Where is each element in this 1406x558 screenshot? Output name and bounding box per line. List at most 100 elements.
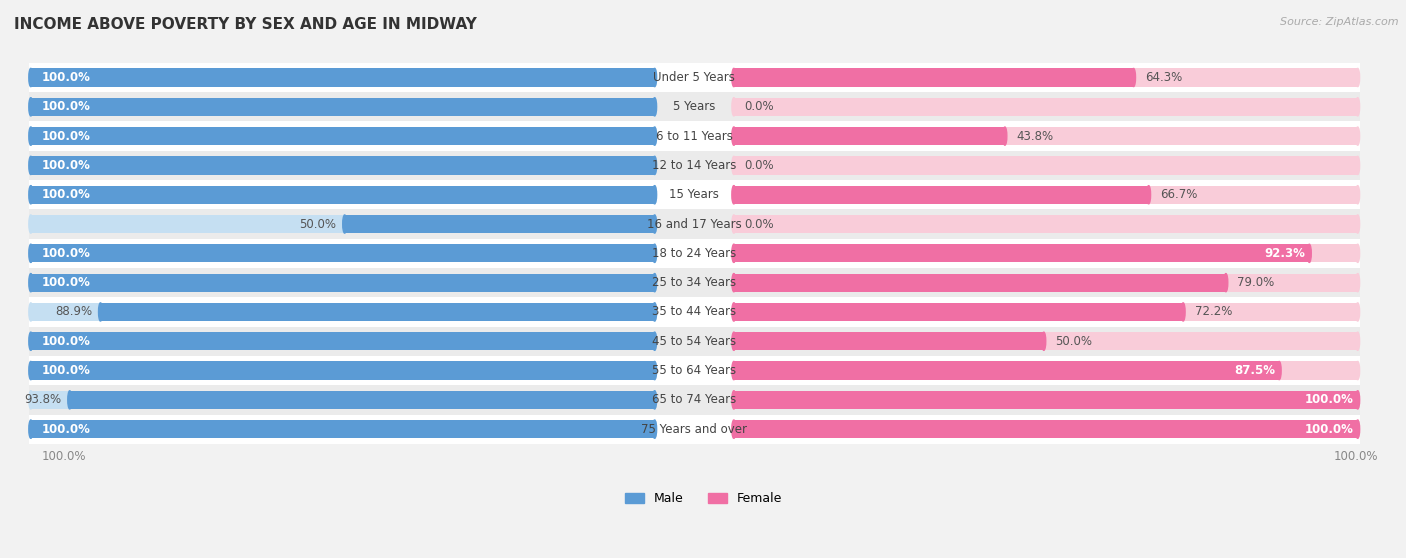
- Bar: [30, 268, 1360, 297]
- Text: 79.0%: 79.0%: [1237, 276, 1274, 289]
- Circle shape: [733, 273, 735, 292]
- Text: 87.5%: 87.5%: [1234, 364, 1275, 377]
- Bar: [30, 326, 1360, 356]
- Bar: [734, 156, 1358, 175]
- Text: 100.0%: 100.0%: [41, 335, 90, 348]
- Circle shape: [30, 303, 32, 321]
- Bar: [734, 273, 1358, 292]
- Bar: [31, 391, 655, 409]
- Circle shape: [652, 391, 657, 409]
- Circle shape: [98, 303, 103, 321]
- Circle shape: [652, 244, 657, 262]
- Bar: [734, 186, 1358, 204]
- Circle shape: [30, 98, 32, 116]
- Bar: [734, 127, 1005, 145]
- Circle shape: [1181, 303, 1185, 321]
- Circle shape: [1355, 273, 1360, 292]
- Text: 6 to 11 Years: 6 to 11 Years: [655, 129, 733, 143]
- Circle shape: [652, 303, 657, 321]
- Circle shape: [30, 127, 32, 145]
- Text: Under 5 Years: Under 5 Years: [654, 71, 735, 84]
- Circle shape: [1223, 273, 1227, 292]
- Bar: [734, 303, 1358, 321]
- Text: 72.2%: 72.2%: [1195, 305, 1232, 319]
- Bar: [100, 303, 655, 321]
- Bar: [31, 303, 655, 321]
- Circle shape: [733, 186, 735, 204]
- Text: 35 to 44 Years: 35 to 44 Years: [652, 305, 737, 319]
- Text: 16 and 17 Years: 16 and 17 Years: [647, 218, 741, 230]
- Circle shape: [30, 332, 32, 350]
- Circle shape: [652, 127, 657, 145]
- Circle shape: [1132, 69, 1136, 86]
- Bar: [734, 420, 1358, 438]
- Circle shape: [1355, 391, 1360, 409]
- Text: 88.9%: 88.9%: [55, 305, 93, 319]
- Circle shape: [1355, 362, 1360, 379]
- Circle shape: [30, 98, 32, 116]
- Bar: [734, 303, 1184, 321]
- Circle shape: [30, 156, 32, 175]
- Circle shape: [652, 69, 657, 86]
- Circle shape: [1277, 362, 1281, 379]
- Circle shape: [1355, 244, 1360, 262]
- Circle shape: [733, 420, 735, 438]
- Bar: [30, 385, 1360, 415]
- Circle shape: [652, 98, 657, 116]
- Circle shape: [30, 244, 32, 262]
- Text: 100.0%: 100.0%: [41, 159, 90, 172]
- Text: INCOME ABOVE POVERTY BY SEX AND AGE IN MIDWAY: INCOME ABOVE POVERTY BY SEX AND AGE IN M…: [14, 17, 477, 32]
- Circle shape: [30, 391, 32, 409]
- Text: 55 to 64 Years: 55 to 64 Years: [652, 364, 737, 377]
- Text: 100.0%: 100.0%: [41, 276, 90, 289]
- Circle shape: [733, 127, 735, 145]
- Circle shape: [652, 156, 657, 175]
- Text: 0.0%: 0.0%: [744, 100, 775, 113]
- Text: 50.0%: 50.0%: [299, 218, 336, 230]
- Circle shape: [652, 332, 657, 350]
- Bar: [31, 362, 655, 379]
- Circle shape: [67, 391, 72, 409]
- Circle shape: [733, 332, 735, 350]
- Bar: [734, 69, 1133, 86]
- Circle shape: [652, 215, 657, 233]
- Circle shape: [733, 244, 735, 262]
- Bar: [31, 273, 655, 292]
- Bar: [30, 63, 1360, 92]
- Circle shape: [652, 127, 657, 145]
- Circle shape: [733, 98, 735, 116]
- Bar: [31, 127, 655, 145]
- Bar: [734, 215, 1358, 233]
- Circle shape: [30, 332, 32, 350]
- Text: 100.0%: 100.0%: [1305, 393, 1354, 406]
- Bar: [31, 69, 655, 86]
- Text: 100.0%: 100.0%: [1334, 450, 1378, 463]
- Circle shape: [1042, 332, 1046, 350]
- Circle shape: [30, 420, 32, 438]
- Text: 66.7%: 66.7%: [1160, 188, 1198, 201]
- Bar: [30, 415, 1360, 444]
- Circle shape: [652, 215, 657, 233]
- Circle shape: [30, 362, 32, 379]
- Circle shape: [733, 303, 735, 321]
- Circle shape: [30, 362, 32, 379]
- Circle shape: [652, 303, 657, 321]
- Circle shape: [30, 215, 32, 233]
- Bar: [734, 391, 1358, 409]
- Text: 75 Years and over: 75 Years and over: [641, 422, 747, 436]
- Text: 100.0%: 100.0%: [41, 100, 90, 113]
- Circle shape: [30, 156, 32, 175]
- Circle shape: [652, 98, 657, 116]
- Circle shape: [652, 244, 657, 262]
- Bar: [30, 239, 1360, 268]
- Circle shape: [652, 391, 657, 409]
- Circle shape: [30, 69, 32, 86]
- Circle shape: [733, 244, 735, 262]
- Circle shape: [30, 186, 32, 204]
- Text: 100.0%: 100.0%: [41, 247, 90, 260]
- Bar: [30, 151, 1360, 180]
- Circle shape: [733, 69, 735, 86]
- Circle shape: [30, 244, 32, 262]
- Bar: [734, 186, 1149, 204]
- Circle shape: [1355, 98, 1360, 116]
